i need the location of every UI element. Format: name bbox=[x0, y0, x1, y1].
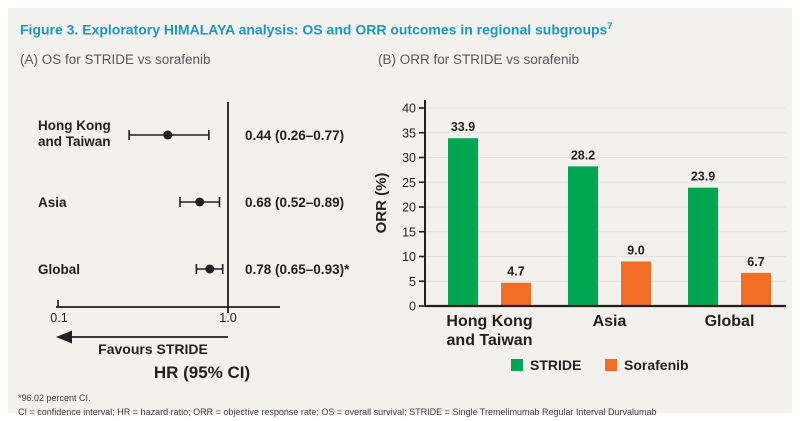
bar-ylabel: ORR (%) bbox=[373, 173, 390, 234]
category-label: and Taiwan bbox=[447, 332, 533, 349]
panel-a-label: (A) OS for STRIDE vs sorafenib bbox=[20, 52, 211, 67]
legend-swatch-stride bbox=[511, 359, 523, 371]
footnote-abbreviations: CI = confidence interval; HR = hazard ra… bbox=[18, 407, 657, 417]
bar-value-label: 4.7 bbox=[507, 265, 524, 279]
y-tick-label: 25 bbox=[402, 176, 416, 190]
panel-b-label: (B) ORR for STRIDE vs sorafenib bbox=[378, 52, 580, 67]
y-tick-label: 5 bbox=[409, 275, 416, 289]
category-label: Asia bbox=[593, 313, 627, 330]
footnote-asterisk: *96.02 percent CI. bbox=[18, 393, 91, 403]
y-tick-label: 15 bbox=[402, 225, 416, 239]
hr-point bbox=[205, 264, 215, 274]
bar-sorafenib bbox=[501, 282, 531, 306]
orr-bar-chart: 0 5 10 15 20 25 30 35 40 ORR (%) 33.9 28.2 23.9 4.7 9.… bbox=[373, 100, 786, 373]
bar-sorafenib bbox=[741, 272, 771, 306]
bar-stride bbox=[568, 166, 598, 306]
category-label: Global bbox=[705, 313, 755, 330]
figure-title-text: Figure 3. Exploratory HIMALAYA analysis:… bbox=[20, 21, 608, 38]
bar-value-label: 6.7 bbox=[747, 255, 764, 269]
x-tick-label: 1.0 bbox=[219, 311, 236, 325]
forest-row-label: Asia bbox=[38, 195, 67, 210]
legend-label: STRIDE bbox=[530, 357, 581, 373]
figure-title-superscript: 7 bbox=[607, 21, 613, 31]
legend-swatch-sorafenib bbox=[605, 359, 617, 371]
y-tick-label: 20 bbox=[402, 201, 416, 215]
bar-sorafenib bbox=[621, 261, 651, 306]
forest-row-label: Hong Kong bbox=[38, 118, 111, 133]
y-tick-label: 30 bbox=[402, 151, 416, 165]
bar-value-label: 9.0 bbox=[627, 243, 644, 257]
bar-value-label: 23.9 bbox=[691, 170, 715, 184]
y-tick-label: 10 bbox=[402, 250, 416, 264]
forest-xlabel: HR (95% CI) bbox=[154, 363, 250, 382]
hr-value: 0.44 (0.26–0.77) bbox=[245, 128, 344, 143]
x-tick-label: 0.1 bbox=[50, 311, 67, 325]
favours-arrow-head bbox=[56, 330, 72, 344]
favours-label: Favours STRIDE bbox=[98, 341, 208, 357]
hr-point bbox=[163, 130, 173, 140]
bar-stride bbox=[448, 138, 478, 306]
legend-label: Sorafenib bbox=[624, 357, 689, 373]
y-tick-label: 35 bbox=[402, 126, 416, 140]
hr-value: 0.68 (0.52–0.89) bbox=[245, 195, 344, 210]
y-tick-label: 0 bbox=[409, 300, 416, 314]
hr-value: 0.78 (0.65–0.93)* bbox=[245, 262, 350, 277]
bar-value-label: 33.9 bbox=[451, 120, 475, 134]
hr-point bbox=[195, 197, 205, 207]
bar-value-label: 28.2 bbox=[571, 148, 595, 162]
bar-stride bbox=[688, 187, 718, 306]
figure-card: Figure 3. Exploratory HIMALAYA analysis:… bbox=[8, 8, 792, 417]
y-tick-label: 40 bbox=[402, 102, 416, 116]
forest-row-label: Global bbox=[38, 262, 80, 277]
forest-row-label: and Taiwan bbox=[38, 134, 111, 149]
figure-title: Figure 3. Exploratory HIMALAYA analysis:… bbox=[20, 21, 612, 38]
category-label: Hong Kong bbox=[446, 313, 532, 330]
